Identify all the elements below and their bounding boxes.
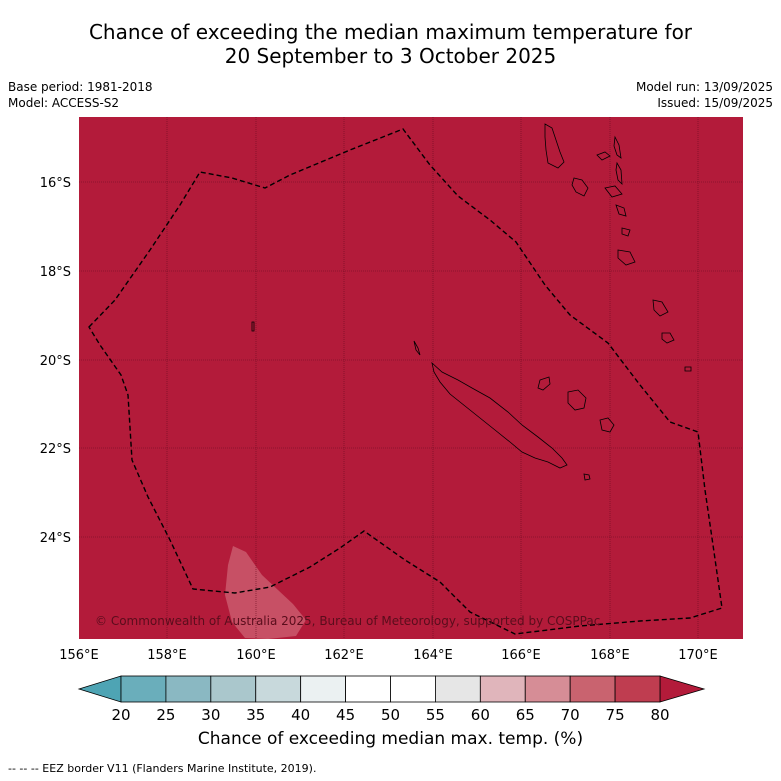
colorbar-segment (300, 675, 346, 703)
map-background (79, 117, 743, 639)
lon-label-168e: 168°E (590, 648, 630, 663)
colorbar-segment (210, 675, 257, 703)
lon-label-162e: 162°E (324, 648, 364, 663)
colorbar-segment (255, 675, 302, 703)
vanuatu-malekula (571, 177, 589, 197)
longitude-labels: 156°E 158°E 160°E 162°E 164°E 166°E 168°… (59, 648, 718, 663)
lat-label-20s: 20°S (40, 354, 71, 369)
graticule (79, 117, 743, 639)
vanuatu-espiritu-santo (544, 123, 565, 169)
colorbar-under-arrow (77, 675, 122, 703)
colorbar-over-arrow (659, 675, 706, 703)
colorbar-tick-label: 30 (201, 706, 220, 724)
issued-label: Issued: 15/09/2025 (657, 96, 773, 110)
vanuatu-erromango (617, 249, 636, 266)
latitude-labels: 16°S 18°S 20°S 22°S 24°S (40, 176, 71, 546)
lon-label-166e: 166°E (501, 648, 541, 663)
lon-label-158e: 158°E (147, 648, 187, 663)
colorbar-segment (569, 675, 616, 703)
lower-probability-area (225, 546, 306, 639)
colorbar-segment (165, 675, 212, 703)
ouvea-island (537, 376, 551, 391)
colorbar-tick-label: 25 (156, 706, 175, 724)
colorbar-tick-label: 70 (561, 706, 580, 724)
copyright-notice: © Commonwealth of Australia 2025, Bureau… (95, 614, 600, 628)
lon-label-164e: 164°E (413, 648, 453, 663)
colorbar-tick-label: 80 (650, 706, 669, 724)
colorbar-tick-label: 40 (291, 706, 310, 724)
colorbar-title: Chance of exceeding median max. temp. (%… (197, 729, 584, 749)
vanuatu-aneityum (661, 332, 675, 344)
lat-label-18s: 18°S (40, 265, 71, 280)
colorbar-segment (479, 675, 526, 703)
vanuatu-pentecost (613, 135, 622, 159)
lon-label-160e: 160°E (236, 648, 276, 663)
matthew-island (684, 366, 692, 372)
vanuatu-ambrym (604, 185, 623, 198)
base-period-label: Base period: 1981-2018 (8, 80, 153, 94)
map-title-line1: Chance of exceeding the median maximum t… (88, 20, 693, 44)
belep-islands (413, 340, 421, 356)
lifou-island (567, 389, 587, 411)
colorbar-tick-label: 75 (606, 706, 625, 724)
colorbar-tick-label: 45 (336, 706, 355, 724)
eez-legend-note: -- -- -- EEZ border V11 (Flanders Marine… (8, 762, 317, 775)
colorbar-segment (524, 675, 571, 703)
model-label: Model: ACCESS-S2 (8, 96, 120, 110)
lat-label-22s: 22°S (40, 442, 71, 457)
coastlines (251, 123, 692, 481)
mare-island (599, 417, 615, 433)
lon-label-170e: 170°E (678, 648, 718, 663)
model-run-label: Model run: 13/09/2025 (635, 80, 773, 94)
lon-label-156e: 156°E (59, 648, 99, 663)
vanuatu-maewo (615, 161, 623, 186)
colorbar-segment (390, 675, 436, 703)
vanuatu-epi (615, 204, 627, 217)
vanuatu-ambae (596, 151, 611, 161)
isle-of-pines (583, 473, 591, 481)
colorbar-tick-label: 55 (426, 706, 445, 724)
lat-label-24s: 24°S (40, 531, 71, 546)
colorbar-tick-label: 65 (516, 706, 535, 724)
colorbar: 20 25 30 35 40 45 50 55 60 65 70 75 80 (77, 675, 706, 724)
vanuatu-tanna (652, 299, 669, 317)
chesterfield-islet (251, 321, 255, 332)
lat-label-16s: 16°S (40, 176, 71, 191)
colorbar-tick-label: 60 (471, 706, 490, 724)
colorbar-tick-label: 50 (381, 706, 400, 724)
colorbar-segment (120, 675, 167, 703)
eez-border (88, 128, 723, 635)
map-title-line2: 20 September to 3 October 2025 (224, 44, 557, 68)
colorbar-tick-label: 35 (246, 706, 265, 724)
colorbar-segment (614, 675, 661, 703)
new-caledonia-main-island (431, 361, 568, 469)
colorbar-segment (345, 675, 391, 703)
vanuatu-efate (621, 227, 631, 237)
colorbar-segment (435, 675, 481, 703)
colorbar-tick-label: 20 (111, 706, 130, 724)
